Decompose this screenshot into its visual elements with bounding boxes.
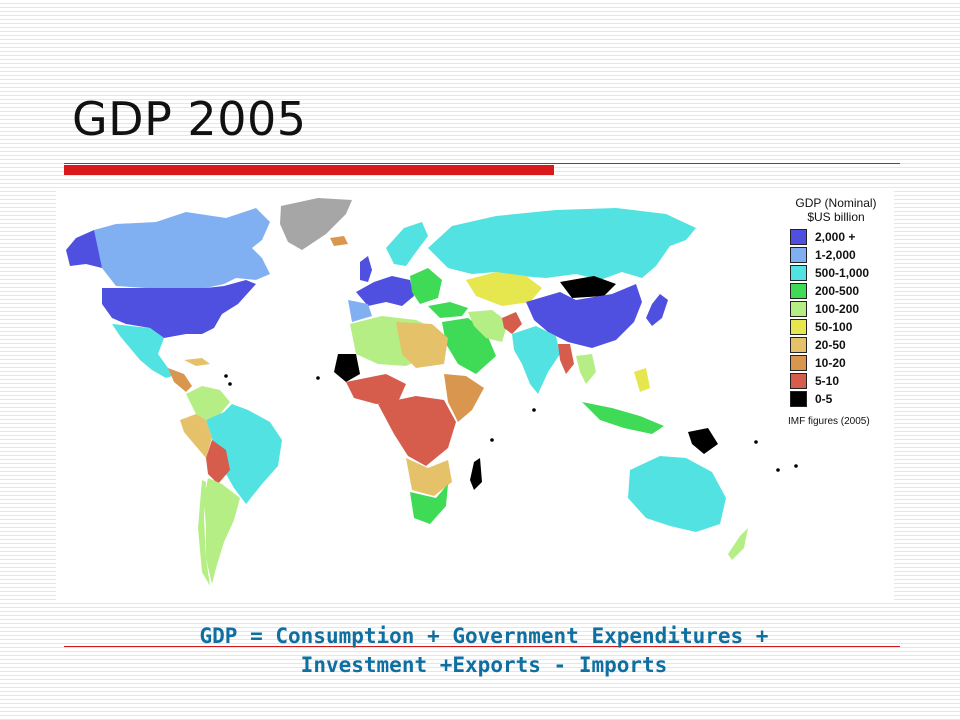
legend-swatch [790, 354, 807, 371]
afghanistan [502, 312, 522, 334]
turkey [428, 302, 468, 318]
legend-label: 0-5 [815, 391, 833, 406]
russia [428, 208, 696, 280]
gdp-formula: GDP = Consumption + Government Expenditu… [70, 622, 898, 680]
legend-label: 1-2,000 [815, 247, 856, 262]
japan [646, 294, 668, 326]
western-europe [356, 276, 414, 306]
legend-swatch [790, 318, 807, 335]
bolivia [206, 440, 230, 484]
legend-swatch [790, 264, 807, 281]
legend-item: 20-50 [790, 336, 846, 353]
legend-item: 200-500 [790, 282, 859, 299]
legend-title: GDP (Nominal) $US billion [786, 196, 886, 224]
legend-label: 10-20 [815, 355, 846, 370]
iceland [330, 236, 348, 246]
legend-item: 5-10 [790, 372, 839, 389]
legend-item: 0-5 [790, 390, 832, 407]
philippines [634, 368, 650, 392]
northern-south-america [186, 386, 230, 420]
title-rule-thick [64, 165, 554, 175]
legend-swatch [790, 282, 807, 299]
argentina [204, 478, 240, 584]
island-dot [224, 374, 228, 378]
formula-line2: Investment +Exports - Imports [300, 653, 668, 677]
legend-source: IMF figures (2005) [788, 416, 870, 427]
legend-label: 500-1,000 [815, 265, 870, 280]
island-dot [754, 440, 758, 444]
iran [468, 310, 508, 342]
slide-title: GDP 2005 [72, 92, 307, 146]
legend-swatch [790, 372, 807, 389]
legend-label: 2,000 + [815, 229, 856, 244]
indonesia [582, 402, 664, 434]
eastern-europe [410, 268, 442, 304]
central-africa [378, 396, 456, 466]
madagascar [470, 458, 482, 490]
legend-item: 2,000 + [790, 228, 855, 245]
island-dot [316, 376, 320, 380]
mexico [112, 324, 178, 378]
usa [102, 280, 256, 338]
legend-label: 5-10 [815, 373, 840, 388]
legend-label: 50-100 [815, 319, 853, 334]
south-africa [410, 484, 448, 524]
east-africa [444, 374, 484, 422]
cuba [184, 358, 210, 366]
legend-title-line1: GDP (Nominal) [795, 196, 877, 210]
papua-new-guinea [688, 428, 718, 454]
legend-swatch [790, 336, 807, 353]
alaska [66, 230, 102, 268]
mongolia [560, 276, 616, 298]
thailand [576, 354, 596, 384]
legend-item: 100-200 [790, 300, 859, 317]
legend-label: 20-50 [815, 337, 846, 352]
kazakhstan [466, 272, 542, 306]
australia [628, 456, 726, 532]
west-africa [334, 354, 360, 382]
brazil [206, 404, 282, 504]
canada [94, 208, 270, 288]
legend-item: 50-100 [790, 318, 852, 335]
legend-swatch [790, 390, 807, 407]
island-dot [490, 438, 494, 442]
island-dot [532, 408, 536, 412]
scandinavia [386, 222, 428, 266]
southeast-asia [558, 344, 574, 374]
peru [180, 414, 212, 458]
map-legend: GDP (Nominal) $US billion 2,000 + 1-2,00… [776, 188, 894, 438]
southern-africa [406, 458, 452, 496]
iberia [348, 300, 372, 322]
legend-title-line2: $US billion [807, 210, 865, 224]
world-map-graphic [66, 198, 798, 586]
island-dot [776, 468, 780, 472]
west-africa-coastal [346, 374, 406, 404]
formula-line1: GDP = Consumption + Government Expenditu… [199, 624, 769, 648]
legend-item: 500-1,000 [790, 264, 869, 281]
formula-divider [64, 646, 900, 647]
island-dot [228, 382, 232, 386]
central-america [168, 368, 192, 392]
world-gdp-map: GDP (Nominal) $US billion 2,000 + 1-2,00… [56, 188, 894, 600]
island-dot [794, 464, 798, 468]
united-kingdom [360, 256, 372, 282]
legend-item: 1-2,000 [790, 246, 856, 263]
legend-label: 200-500 [815, 283, 860, 298]
egypt-libya [396, 322, 448, 368]
legend-item: 10-20 [790, 354, 846, 371]
india [512, 326, 560, 394]
legend-swatch [790, 300, 807, 317]
greenland [280, 198, 352, 250]
title-rule-thin [64, 163, 900, 164]
new-zealand [728, 528, 748, 560]
legend-swatch [790, 228, 807, 245]
legend-swatch [790, 246, 807, 263]
china [526, 284, 642, 348]
legend-label: 100-200 [815, 301, 860, 316]
chile [198, 480, 210, 586]
